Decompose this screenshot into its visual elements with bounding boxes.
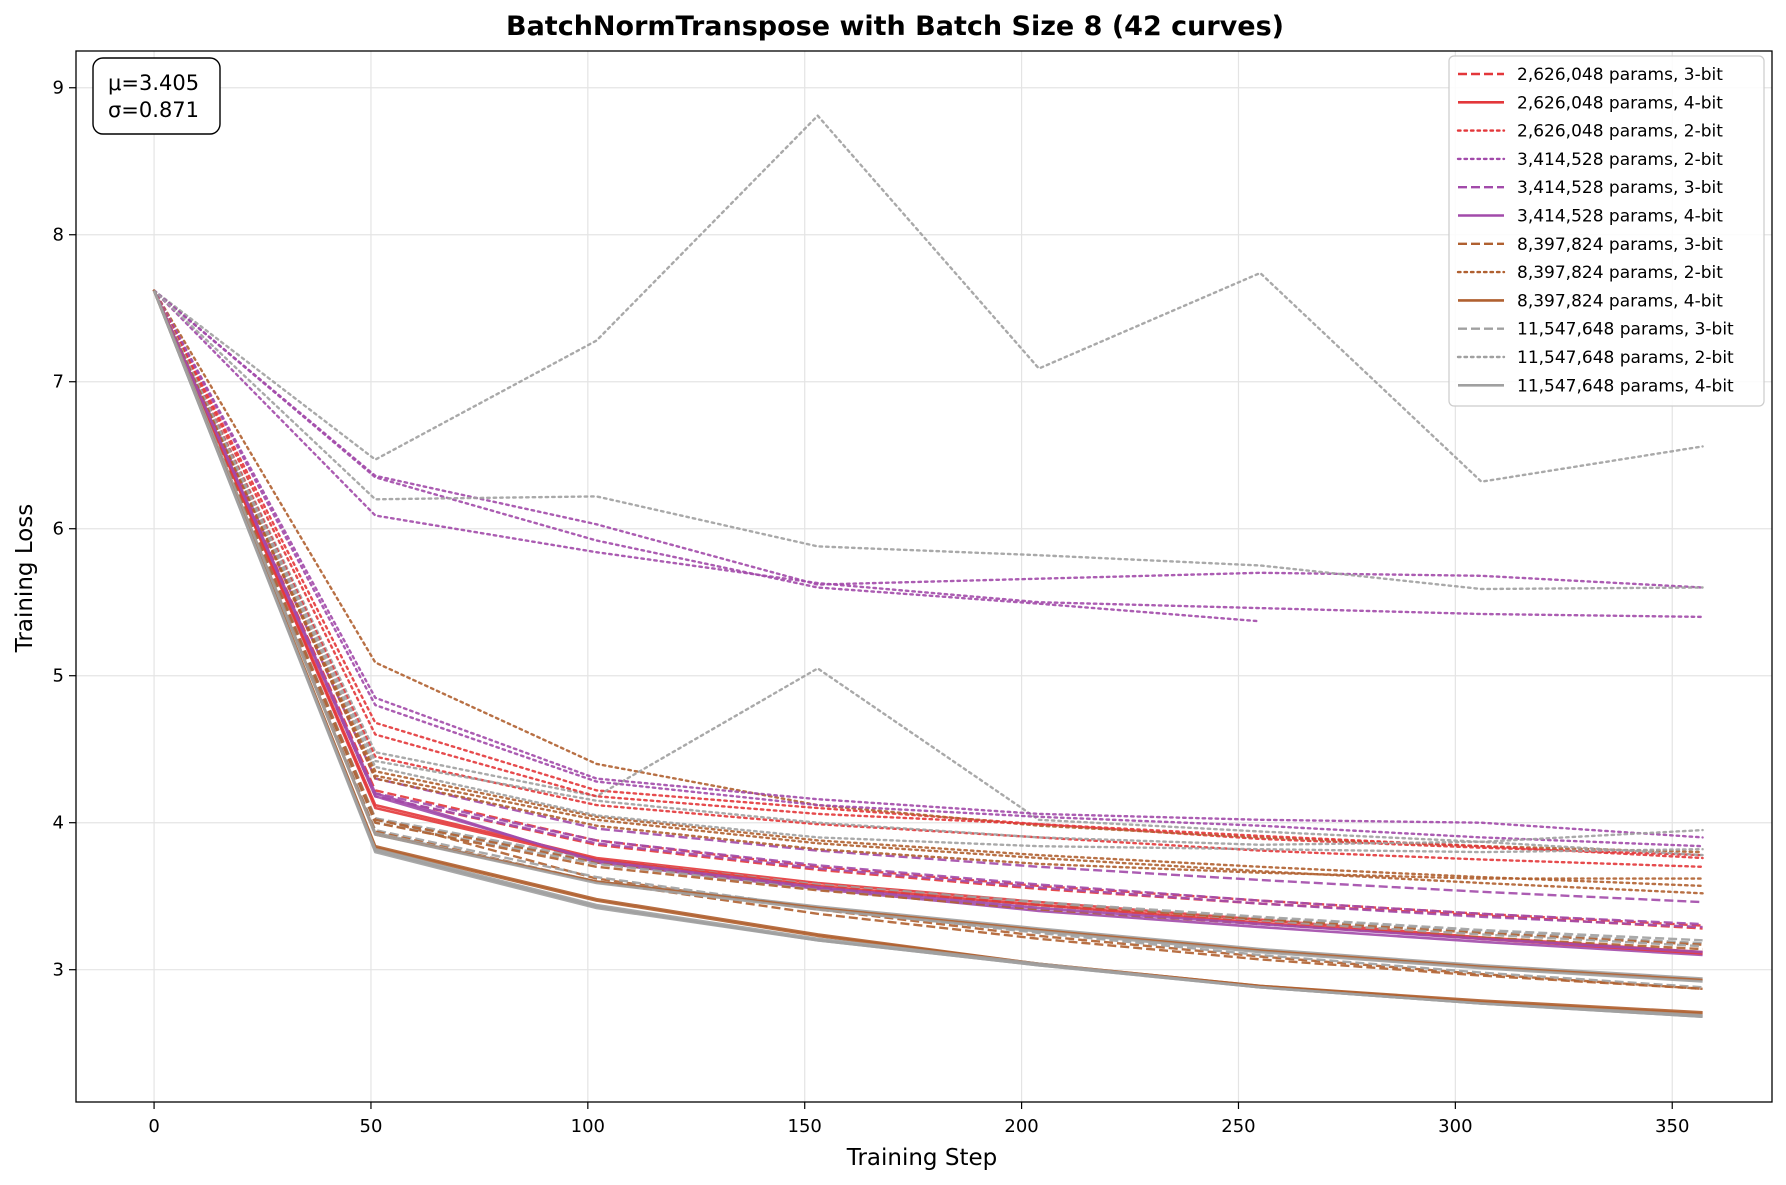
series-line-7 — [152, 290, 1703, 990]
x-tick-label: 350 — [1655, 1116, 1689, 1137]
y-tick-label: 8 — [53, 225, 64, 246]
series-line-19 — [152, 289, 1704, 860]
legend-label: 3,414,528 params, 4-bit — [1517, 207, 1723, 227]
stats-mean: μ=3.405 — [108, 71, 199, 95]
legend: 2,626,048 params, 3-bit 2,626,048 params,… — [1448, 55, 1765, 407]
legend-label: 2,626,048 params, 4-bit — [1517, 93, 1723, 113]
plot-area-frame — [75, 50, 1773, 1103]
legend-label: 2,626,048 params, 3-bit — [1517, 65, 1723, 85]
series-line-15 — [152, 289, 1704, 591]
legend-label: 8,397,824 params, 2-bit — [1517, 263, 1723, 283]
series-line-34 — [152, 290, 1703, 954]
legend-item: 11,547,648 params, 2-bit — [1456, 348, 1734, 368]
series-line-40 — [152, 290, 1703, 1016]
series-line-36 — [152, 290, 1703, 990]
series-line-14 — [152, 289, 1704, 619]
stats-sigma: σ=0.871 — [108, 98, 199, 122]
y-axis-label: Training Loss — [12, 504, 38, 654]
series-line-27 — [153, 290, 1703, 926]
y-tick-label: 7 — [53, 372, 64, 393]
legend-item: 8,397,824 params, 4-bit — [1458, 291, 1723, 311]
series-line-17 — [152, 289, 1704, 839]
legend-label: 2,626,048 params, 2-bit — [1517, 122, 1723, 142]
stats-box-frame — [92, 57, 221, 135]
x-tick-label: 0 — [148, 1116, 159, 1137]
legend-label: 8,397,824 params, 3-bit — [1517, 235, 1723, 255]
y-tick-label: 9 — [53, 78, 64, 99]
y-tick-label: 5 — [53, 666, 64, 687]
series-line-18 — [152, 289, 1704, 848]
y-tick-label: 4 — [53, 813, 64, 834]
legend-label: 3,414,528 params, 3-bit — [1517, 178, 1723, 198]
chart-title: BatchNormTranspose with Batch Size 8 (42… — [506, 11, 1284, 42]
series-line-21 — [152, 289, 1704, 888]
legend-item: 2,626,048 params, 2-bit — [1456, 122, 1723, 142]
series-line-39 — [152, 290, 1703, 983]
legend-label: 11,547,648 params, 3-bit — [1517, 320, 1734, 340]
legend-item: 3,414,528 params, 4-bit — [1458, 207, 1723, 227]
series-lines — [152, 114, 1704, 1018]
x-tick-label: 300 — [1438, 1116, 1472, 1137]
legend-item: 2,626,048 params, 3-bit — [1458, 65, 1723, 85]
x-tick-label: 50 — [360, 1116, 383, 1137]
legend-label: 8,397,824 params, 4-bit — [1517, 291, 1723, 311]
legend-label: 11,547,648 params, 2-bit — [1517, 348, 1734, 368]
legend-frame — [1448, 55, 1765, 407]
legend-item: 8,397,824 params, 3-bit — [1458, 235, 1723, 255]
y-tick-label: 3 — [53, 960, 64, 981]
series-line-11 — [152, 114, 1704, 483]
legend-item: 8,397,824 params, 2-bit — [1456, 263, 1723, 283]
legend-item: 3,414,528 params, 3-bit — [1458, 178, 1723, 198]
series-line-23 — [152, 289, 1704, 846]
series-line-20 — [152, 289, 1704, 868]
x-axis-ticks: 0 50 100 150 200 250 300 350 — [148, 1102, 1689, 1137]
series-line-24 — [152, 289, 1704, 854]
x-tick-label: 250 — [1221, 1116, 1255, 1137]
y-axis-ticks: 3 4 5 6 7 8 9 — [53, 78, 76, 981]
legend-item: 11,547,648 params, 4-bit — [1458, 376, 1734, 396]
x-tick-label: 200 — [1004, 1116, 1038, 1137]
legend-label: 11,547,648 params, 4-bit — [1517, 376, 1734, 396]
series-line-22 — [152, 289, 1704, 895]
series-line-16 — [152, 289, 1704, 857]
series-line-26 — [153, 290, 1703, 927]
series-line-4 — [152, 289, 1704, 589]
stats-box: μ=3.405 σ=0.871 — [92, 57, 221, 135]
series-line-3 — [152, 289, 1704, 857]
legend-item: 2,626,048 params, 4-bit — [1458, 93, 1723, 113]
series-line-25 — [152, 289, 1704, 880]
legend-item: 3,414,528 params, 2-bit — [1456, 150, 1723, 170]
x-axis-label: Training Step — [846, 1145, 997, 1171]
y-tick-label: 6 — [53, 519, 64, 540]
series-line-13 — [152, 289, 1262, 623]
x-tick-label: 100 — [571, 1116, 605, 1137]
legend-item: 11,547,648 params, 3-bit — [1458, 320, 1734, 340]
series-line-28 — [153, 290, 1703, 929]
x-tick-label: 150 — [788, 1116, 822, 1137]
series-line-42 — [152, 290, 1703, 1018]
legend-label: 3,414,528 params, 2-bit — [1517, 150, 1723, 170]
